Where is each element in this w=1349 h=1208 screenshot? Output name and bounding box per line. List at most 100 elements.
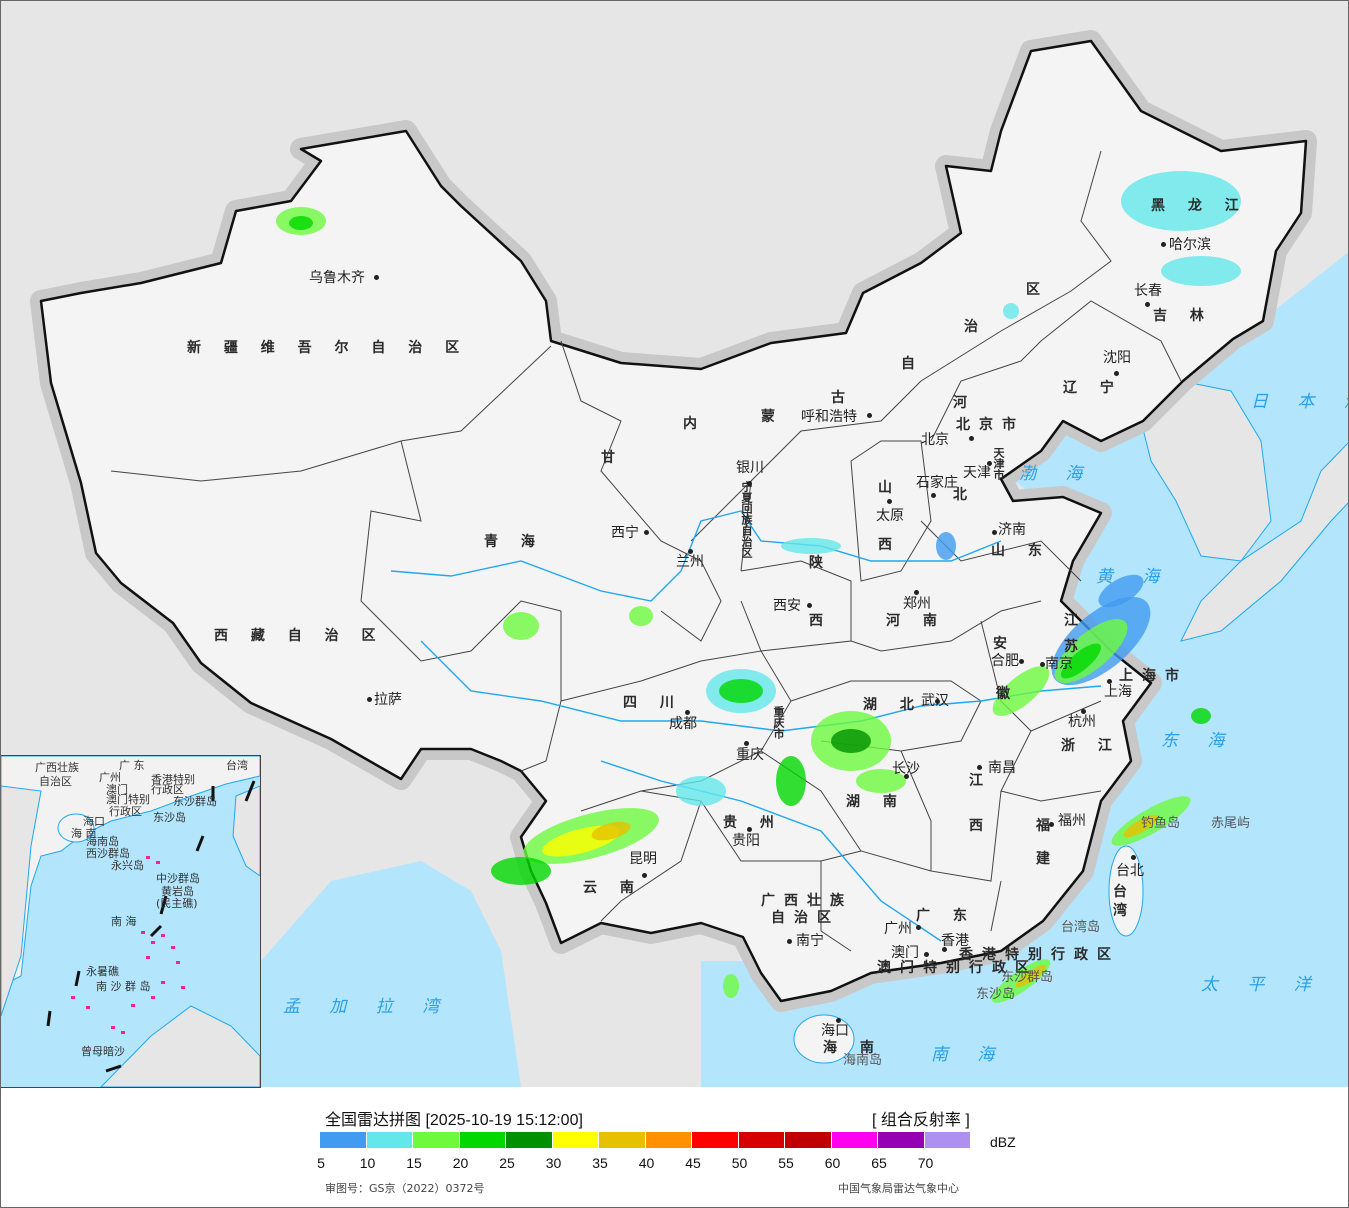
city-label: 哈尔滨 (1169, 237, 1211, 253)
scale-tick: 5 (317, 1155, 325, 1171)
approval-number: 审图号：GS京（2022）0372号 (325, 1182, 485, 1195)
province-label: 河 南 (886, 613, 946, 629)
scale-tick: 65 (871, 1155, 887, 1171)
island-mark (131, 1004, 135, 1007)
province-border (110, 345, 552, 482)
province-label: 北京市 (956, 417, 1025, 433)
province-label: 江 (1064, 613, 1087, 629)
city-dot (942, 947, 947, 952)
city-dot (867, 413, 872, 418)
dash-segment (46, 1010, 52, 1027)
color-swatch (320, 1132, 367, 1148)
inset-label: 西沙群岛 (86, 847, 130, 860)
color-swatch (692, 1132, 739, 1148)
scale-tick: 25 (499, 1155, 515, 1171)
color-scale (320, 1132, 971, 1148)
city-dot (914, 590, 919, 595)
city-dot (916, 925, 921, 930)
province-label: 古 (831, 390, 854, 406)
city-dot (1145, 302, 1150, 307)
city-dot (685, 710, 690, 715)
japan-land (1180, 442, 1348, 642)
dash-segment (105, 1064, 122, 1073)
color-swatch (413, 1132, 460, 1148)
city-label: 广州 (884, 921, 912, 937)
radar-echo (776, 756, 806, 806)
scale-tick: 20 (452, 1155, 469, 1171)
province-border (930, 300, 1182, 442)
city-label: 西安 (773, 598, 801, 614)
color-swatch (785, 1132, 832, 1148)
island-mark (161, 934, 165, 937)
inset-label: 自治区 (39, 775, 72, 788)
color-swatch (831, 1132, 878, 1148)
city-label: 南昌 (988, 760, 1016, 776)
scale-tick: 55 (778, 1155, 794, 1171)
sea-label: 渤 海 (1019, 464, 1095, 484)
city-dot (1081, 709, 1086, 714)
city-dot (1049, 822, 1054, 827)
radar-echo (992, 666, 1050, 716)
radar-echo (289, 216, 313, 230)
inset-mainland (1, 756, 260, 987)
radar-echo (591, 821, 631, 841)
province-label: 贵 州 (723, 815, 783, 831)
province-label: 天津市 (992, 447, 1005, 480)
city-label: 银川 (736, 460, 764, 476)
island-mark (171, 946, 175, 949)
island-label: 海南岛 (843, 1053, 883, 1068)
city-dot (977, 765, 982, 770)
island-mark (146, 856, 150, 859)
product-name: [ 组合反射率 ] (872, 1112, 970, 1129)
province-label: 福 (1036, 818, 1059, 834)
radar-echo (503, 612, 539, 640)
province-label: 海 南 (823, 1040, 883, 1056)
scale-tick: 30 (545, 1155, 562, 1171)
radar-echo (676, 776, 726, 806)
province-border (520, 611, 562, 772)
inset-indochina (1, 785, 42, 1017)
province-border (560, 340, 722, 642)
province-label: 青 海 (484, 534, 544, 550)
sea-label: 黄 海 (1096, 567, 1172, 587)
city-dot (969, 436, 974, 441)
province-label: 治 (964, 319, 987, 335)
city-label: 沈阳 (1103, 350, 1131, 366)
inset-label: 南 沙 群 岛 (96, 980, 151, 993)
legend-title: 全国雷达拼图 [2025-10-19 15:12:00] (325, 1112, 583, 1129)
island-mark (111, 1026, 115, 1029)
city-label: 济南 (998, 522, 1026, 538)
province-border (740, 480, 752, 572)
island-mark (86, 1006, 90, 1009)
city-dot (747, 481, 752, 486)
dash-segment (195, 835, 205, 852)
radar-echo (1161, 256, 1241, 286)
inset-label: 行政区 (109, 805, 142, 818)
scale-tick: 50 (731, 1155, 748, 1171)
city-label: 天津 (963, 465, 991, 481)
inset-label: 海南岛 (86, 835, 119, 848)
province-label: 苏 (1064, 639, 1087, 655)
inset-label: 广西壮族 (35, 761, 79, 774)
inset-label: 澳门特别 (106, 793, 150, 806)
inset-label: 澳门 (106, 783, 128, 796)
province-label: 辽 宁 (1063, 380, 1123, 396)
province-border (690, 150, 1112, 542)
province-label: 山 (878, 480, 901, 496)
city-label: 长沙 (892, 761, 920, 777)
province-label: 陕 (809, 555, 832, 571)
unit-label: dBZ (990, 1134, 1016, 1150)
sea-label: 南 海 (931, 1045, 1007, 1065)
city-label: 贵阳 (732, 833, 760, 849)
province-label: 西 (878, 537, 901, 553)
color-swatch (459, 1132, 506, 1148)
city-label: 乌鲁木齐 (309, 270, 365, 286)
province-label: 安 (993, 636, 1016, 652)
island-label: 赤尾屿 (1211, 816, 1251, 831)
korea-land (1140, 380, 1272, 562)
province-label: 湾 (1113, 903, 1136, 919)
inset-label: 东沙群岛 (173, 795, 217, 808)
province-label: 内 (683, 416, 706, 432)
province-border (850, 440, 932, 582)
dash-segment (74, 970, 81, 987)
